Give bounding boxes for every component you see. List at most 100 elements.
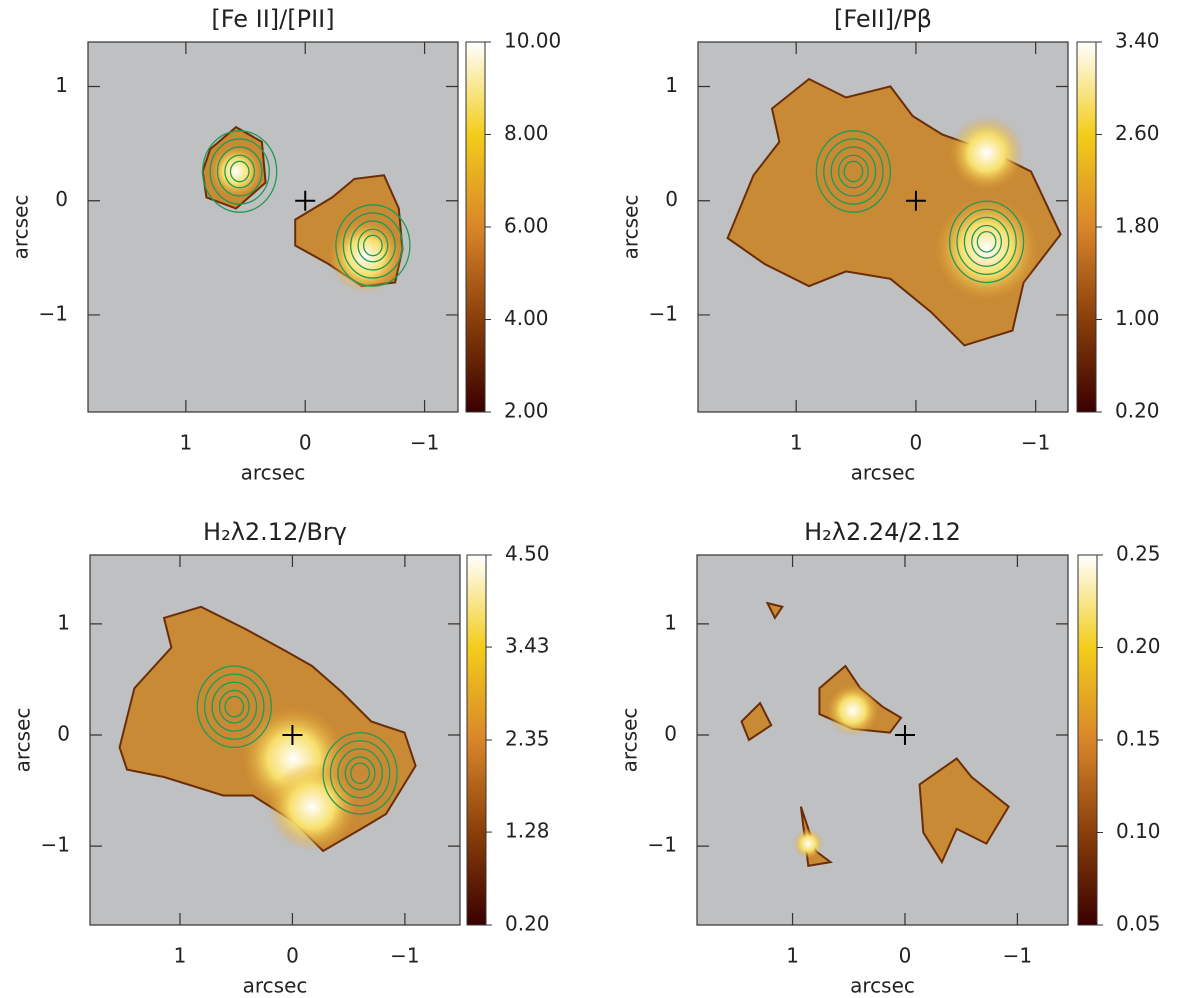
x-tick-label: 0 bbox=[286, 944, 299, 968]
y-axis-label: arcsec bbox=[619, 195, 643, 260]
y-axis-label: arcsec bbox=[9, 195, 33, 260]
contour bbox=[218, 689, 250, 724]
colorbar-tick-label: 2.60 bbox=[1115, 121, 1160, 145]
y-tick-label: 1 bbox=[664, 610, 677, 634]
y-tick-label: 0 bbox=[55, 187, 68, 211]
contour bbox=[204, 673, 265, 740]
x-tick-label: −1 bbox=[1003, 944, 1032, 968]
colorbar-tick-label: 4.50 bbox=[505, 542, 550, 566]
x-tick-label: 0 bbox=[299, 431, 312, 455]
bright-region bbox=[826, 684, 879, 737]
colorbar-tick-label: 8.00 bbox=[504, 121, 549, 145]
panel-title: H₂λ2.12/Brγ bbox=[203, 518, 347, 546]
bright-region bbox=[267, 762, 357, 851]
contour bbox=[357, 228, 389, 263]
emission-region bbox=[740, 701, 773, 742]
y-tick-label: −1 bbox=[649, 301, 678, 325]
contour bbox=[948, 200, 1025, 284]
x-tick-label: 1 bbox=[180, 431, 193, 455]
y-tick-label: −1 bbox=[39, 301, 68, 325]
x-tick-label: −1 bbox=[1021, 431, 1050, 455]
contour bbox=[350, 220, 396, 271]
x-axis-label: arcsec bbox=[241, 461, 306, 485]
contour bbox=[342, 212, 404, 279]
colorbar-tick-label: 2.35 bbox=[505, 727, 550, 751]
colorbar bbox=[465, 41, 486, 413]
contour bbox=[837, 154, 869, 189]
contour bbox=[337, 748, 383, 799]
plot-frame bbox=[697, 41, 1069, 413]
x-axis-label: arcsec bbox=[850, 974, 915, 995]
x-tick-label: −1 bbox=[410, 431, 439, 455]
plot-frame bbox=[87, 41, 459, 413]
nucleus-marker bbox=[295, 190, 316, 211]
colorbar-tick-label: 0.25 bbox=[1116, 542, 1161, 566]
y-tick-label: 0 bbox=[664, 722, 677, 746]
panel-title: [FeII]/Pβ bbox=[834, 5, 932, 33]
colorbar-tick-label: 0.20 bbox=[1115, 399, 1160, 423]
contour bbox=[350, 762, 371, 785]
colorbar bbox=[466, 554, 487, 926]
contour bbox=[344, 756, 376, 791]
colorbar-tick-label: 0.15 bbox=[1116, 727, 1161, 751]
colorbar-tick-label: 10.00 bbox=[504, 29, 561, 53]
bright-region bbox=[934, 197, 1039, 301]
y-tick-label: 0 bbox=[57, 722, 70, 746]
contour bbox=[216, 146, 263, 197]
x-tick-label: 1 bbox=[174, 944, 187, 968]
plot-frame bbox=[89, 554, 461, 926]
y-tick-label: 1 bbox=[55, 73, 68, 97]
contour bbox=[830, 146, 877, 197]
y-tick-label: 1 bbox=[57, 610, 70, 634]
colorbar-tick-label: 2.00 bbox=[504, 399, 549, 423]
contour bbox=[322, 731, 398, 815]
colorbar-tick-label: 3.40 bbox=[1115, 29, 1160, 53]
bright-region bbox=[949, 116, 1024, 190]
panel-title: H₂λ2.24/2.12 bbox=[804, 518, 961, 546]
colorbar-tick-label: 1.28 bbox=[505, 819, 550, 843]
map-background bbox=[88, 42, 458, 412]
contour bbox=[202, 130, 278, 213]
colorbar-tick-label: 0.10 bbox=[1116, 819, 1161, 843]
colorbar bbox=[1077, 554, 1098, 926]
contour bbox=[956, 208, 1017, 276]
emission-region bbox=[765, 601, 784, 620]
contour bbox=[329, 740, 391, 807]
colorbar-tick-label: 0.20 bbox=[505, 912, 550, 936]
contour bbox=[335, 204, 411, 287]
nucleus-marker bbox=[905, 190, 926, 211]
x-axis-label: arcsec bbox=[851, 461, 916, 485]
colorbar-tick-label: 1.80 bbox=[1115, 214, 1160, 238]
x-axis-label: arcsec bbox=[243, 974, 308, 995]
contour bbox=[229, 160, 250, 183]
colorbar bbox=[1076, 41, 1097, 413]
contour bbox=[211, 681, 258, 732]
colorbar-tick-label: 1.00 bbox=[1115, 306, 1160, 330]
map-background bbox=[697, 555, 1068, 925]
contour bbox=[976, 230, 997, 253]
contour bbox=[196, 665, 272, 749]
y-tick-label: 0 bbox=[665, 187, 678, 211]
colorbar-tick-label: 4.00 bbox=[504, 306, 549, 330]
y-axis-label: arcsec bbox=[618, 708, 642, 773]
colorbar-tick-label: 0.20 bbox=[1116, 634, 1161, 658]
nucleus-marker bbox=[282, 725, 303, 745]
x-tick-label: 0 bbox=[910, 431, 923, 455]
x-tick-label: 1 bbox=[786, 944, 799, 968]
plot-frame bbox=[696, 554, 1069, 926]
colorbar-tick-label: 0.05 bbox=[1116, 912, 1161, 936]
panel-title: [Fe II]/[PII] bbox=[211, 5, 334, 33]
contour bbox=[971, 224, 1003, 259]
contour bbox=[224, 154, 256, 189]
x-tick-label: 1 bbox=[790, 431, 803, 455]
colorbar-tick-label: 6.00 bbox=[504, 214, 549, 238]
y-tick-label: −1 bbox=[648, 833, 677, 857]
bright-region bbox=[793, 828, 824, 859]
contour bbox=[823, 138, 884, 205]
contour bbox=[843, 160, 864, 183]
nucleus-marker bbox=[894, 725, 915, 745]
contour bbox=[362, 234, 383, 257]
x-tick-label: 0 bbox=[899, 944, 912, 968]
